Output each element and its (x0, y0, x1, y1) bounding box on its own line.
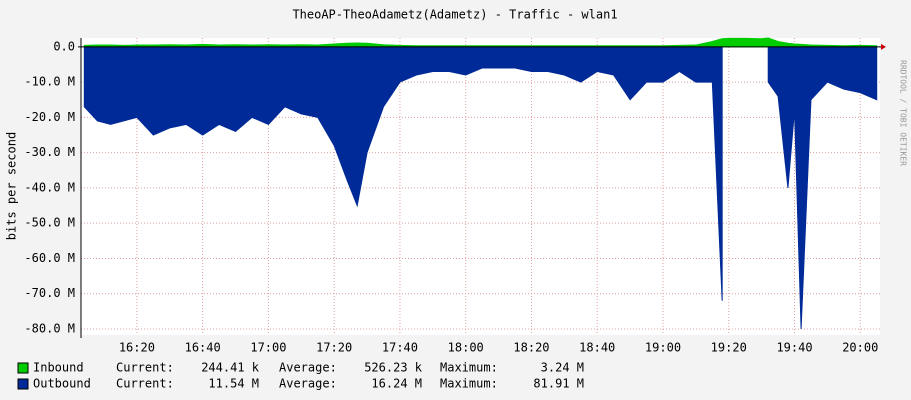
x-tick-label: 17:20 (316, 341, 352, 355)
y-tick-label: -60.0 M (24, 251, 75, 265)
legend-stat-label: Maximum: (440, 377, 498, 391)
y-tick-label: -40.0 M (24, 180, 75, 194)
x-tick-label: 19:20 (711, 341, 747, 355)
legend-stat-label: Average: (279, 361, 337, 375)
x-tick-label: 19:40 (776, 341, 812, 355)
legend-stat-value: 81.91 M (533, 377, 584, 391)
area-outbound (83, 46, 878, 330)
legend-stat-label: Current: (116, 377, 174, 391)
legend-stat-value: 16.24 M (371, 377, 422, 391)
legend-swatch (17, 362, 29, 374)
x-tick-label: 17:00 (250, 341, 286, 355)
legend-stat-value: 244.41 k (201, 361, 260, 375)
y-tick-label: -10.0 M (24, 75, 75, 89)
legend-name: Inbound (33, 361, 84, 375)
legend-swatch (17, 378, 29, 390)
y-tick-label: -30.0 M (24, 145, 75, 159)
y-tick-label: -70.0 M (24, 286, 75, 300)
legend-stat-label: Maximum: (440, 361, 498, 375)
legend-name: Outbound (33, 377, 91, 391)
x-tick-label: 18:00 (448, 341, 484, 355)
x-tick-label: 18:40 (579, 341, 615, 355)
x-tick-label: 17:40 (382, 341, 418, 355)
watermark: RRDTOOL / TOBI OETIKER (899, 60, 908, 166)
y-tick-label: -50.0 M (24, 216, 75, 230)
x-tick-label: 16:40 (185, 341, 221, 355)
chart-title: TheoAP-TheoAdametz(Adametz) - Traffic - … (292, 8, 617, 22)
x-tick-label: 18:20 (513, 341, 549, 355)
y-tick-label: -80.0 M (24, 322, 75, 336)
legend-stat-label: Current: (116, 361, 174, 375)
legend-stat-value: 526.23 k (364, 361, 423, 375)
x-tick-label: 19:00 (645, 341, 681, 355)
legend-stat-value: 3.24 M (541, 361, 584, 375)
area-inbound (83, 37, 878, 48)
y-tick-label: -20.0 M (24, 110, 75, 124)
legend-stat-label: Average: (279, 377, 337, 391)
legend: Inbound Current: 244.41 k Average: 526.23 k M… (17, 361, 584, 391)
x-tick-label: 20:00 (842, 341, 878, 355)
x-tick-label: 16:20 (119, 341, 155, 355)
y-tick-label: 0.0 (53, 39, 75, 53)
y-axis-label: bits per second (5, 132, 19, 240)
x-axis-arrow (881, 43, 886, 50)
legend-stat-value: 11.54 M (208, 377, 259, 391)
